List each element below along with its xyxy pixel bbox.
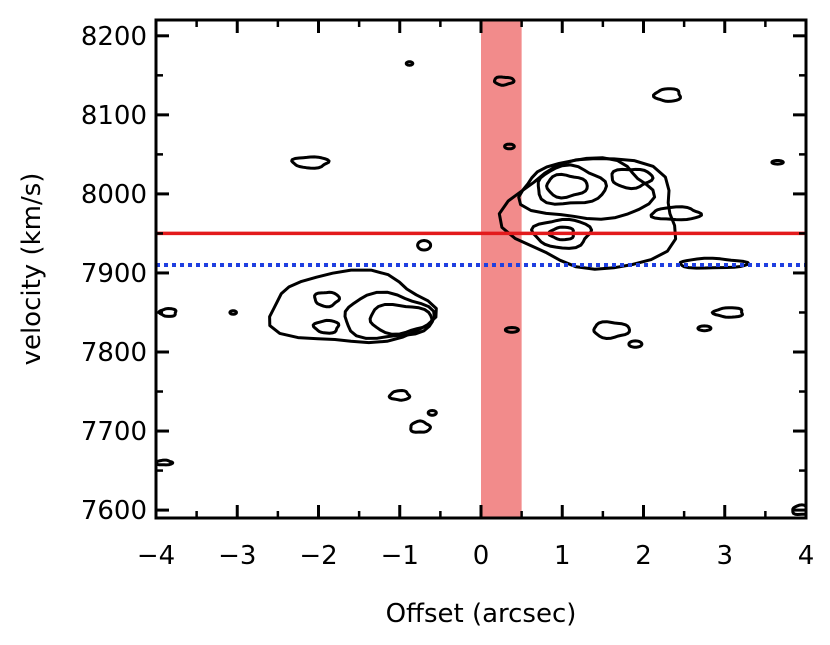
- contour-14: [426, 409, 438, 417]
- y-tick-label: 7700: [81, 417, 147, 447]
- contour-13: [409, 419, 432, 434]
- contour-16: [290, 155, 331, 170]
- contour-30: [710, 306, 744, 319]
- y-tick-label: 8000: [81, 180, 147, 210]
- x-tick-label: −3: [218, 541, 256, 571]
- shaded-band: [481, 20, 522, 518]
- contour-15: [416, 239, 433, 252]
- contour-9: [610, 167, 655, 191]
- contour-19: [156, 458, 175, 467]
- contour-4: [311, 318, 341, 335]
- contour-29: [696, 324, 713, 333]
- x-tick-label: −2: [299, 541, 337, 571]
- contour-8: [545, 172, 589, 200]
- contour-21: [493, 75, 516, 87]
- contour-2: [368, 303, 434, 336]
- x-tick-label: 2: [635, 541, 652, 571]
- y-tick-label: 8200: [81, 22, 147, 52]
- contour-32: [791, 503, 806, 516]
- y-tick-label: 7900: [81, 259, 147, 289]
- tick-layer: −4 −3 −2 −1 0 1 2 3 4 7600 7700 7800 7900 8000 8100 820…: [81, 20, 814, 571]
- contour-24: [652, 87, 682, 103]
- contour-5: [497, 157, 678, 271]
- y-axis-label: velocity (km/s): [17, 173, 47, 366]
- contour-23: [503, 326, 520, 334]
- y-tick-label: 7600: [81, 496, 147, 526]
- x-tick-label: 4: [798, 541, 815, 571]
- contour-27: [592, 320, 631, 340]
- contour-31: [770, 159, 785, 166]
- contour-6: [517, 156, 657, 221]
- x-tick-label: 0: [473, 541, 490, 571]
- contour-20: [404, 60, 415, 67]
- contour-28: [627, 339, 644, 349]
- contour-12: [387, 389, 412, 402]
- x-tick-label: 3: [716, 541, 733, 571]
- contour-26: [678, 256, 750, 270]
- contour-1: [343, 290, 436, 340]
- y-tick-label: 8100: [81, 101, 147, 131]
- contour-7: [536, 163, 608, 206]
- horizontal-line-layer: [156, 231, 806, 268]
- contour-25: [649, 205, 703, 222]
- contour-0: [268, 268, 438, 345]
- shaded-band-layer: [481, 20, 522, 518]
- contour-3: [313, 290, 341, 309]
- y-tick-label: 7800: [81, 338, 147, 368]
- contour-22: [503, 142, 516, 151]
- contour-layer: [156, 60, 806, 516]
- x-tick-label: 1: [554, 541, 571, 571]
- x-tick-label: −1: [381, 541, 419, 571]
- x-axis-label: Offset (arcsec): [386, 599, 577, 629]
- x-tick-label: −4: [137, 541, 175, 571]
- contour-18: [228, 309, 238, 316]
